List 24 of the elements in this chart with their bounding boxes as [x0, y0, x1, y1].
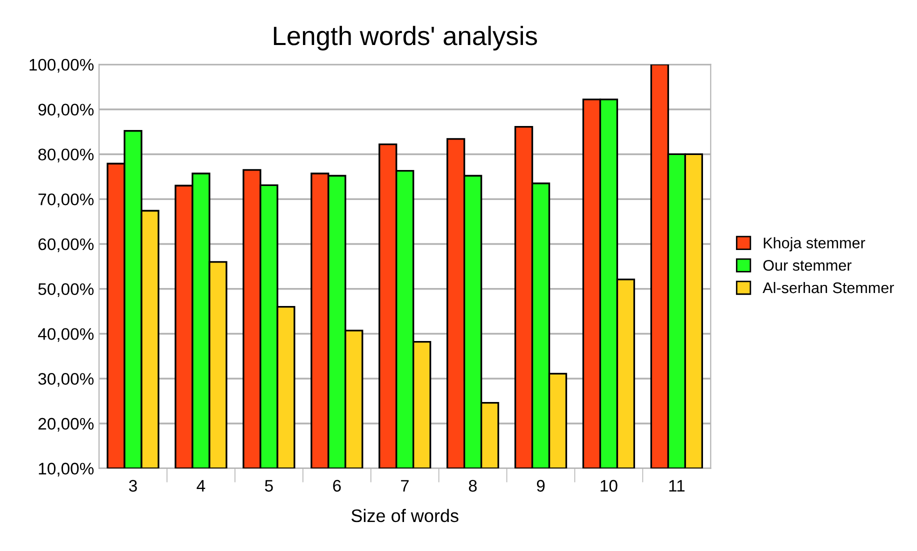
y-tick-label: 40,00%	[38, 328, 94, 342]
y-tick-label: 10,00%	[38, 462, 94, 477]
x-tick-label: 4	[196, 480, 206, 492]
x-tick-label: 11	[669, 480, 685, 492]
y-tick-label: 30,00%	[38, 373, 94, 387]
y-tick-label: 70,00%	[38, 193, 94, 208]
y-tick-label: 50,00%	[38, 283, 94, 298]
x-tick-label: 10	[600, 480, 618, 492]
x-axis-title: Size of words	[351, 508, 458, 522]
x-tick-label: 9	[536, 480, 545, 492]
x-tick-label: 6	[333, 480, 341, 492]
y-tick-label: 20,00%	[38, 418, 94, 432]
legend-label: Our stemmer	[763, 260, 852, 271]
y-tick-label: 80,00%	[38, 148, 94, 162]
x-tick-label: 8	[468, 480, 477, 492]
legend-label: Al-serhan Stemmer	[762, 282, 894, 294]
chart-title: Length words' analysis	[274, 26, 537, 50]
y-tick-label: 90,00%	[38, 104, 94, 118]
x-tick-label: 3	[129, 480, 137, 492]
x-tick-label: 5	[264, 480, 273, 492]
x-tick-label: 7	[401, 480, 409, 492]
legend-label: Khoja stemmer	[764, 237, 866, 252]
y-tick-label: 100,00%	[30, 58, 94, 73]
y-tick-label: 60,00%	[38, 238, 94, 252]
